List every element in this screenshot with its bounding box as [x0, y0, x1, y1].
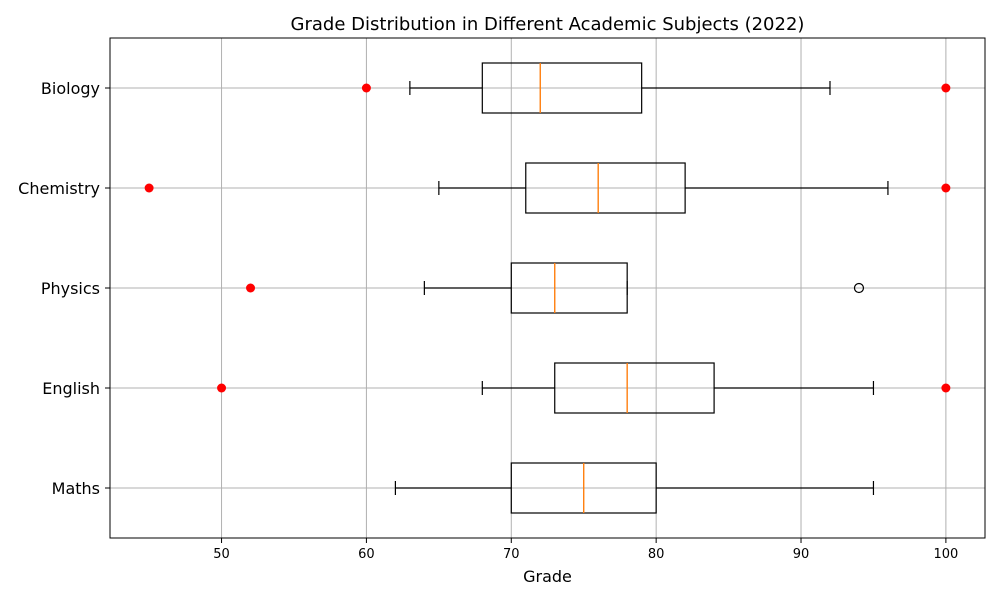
highlighted-point-english — [941, 383, 951, 393]
highlighted-point-physics — [246, 283, 256, 293]
x-tick-layer: 50 60 70 80 90 100 — [213, 538, 958, 562]
box-layer — [394, 62, 889, 514]
box-biology — [481, 62, 643, 114]
y-tick-label-maths: Maths — [52, 479, 100, 498]
highlighted-point-chemistry — [941, 183, 951, 193]
box-physics — [510, 262, 628, 314]
point-layer — [144, 83, 951, 393]
y-tick-label-english: English — [42, 379, 100, 398]
chart-title: Grade Distribution in Different Academic… — [291, 14, 805, 35]
outlier-point-physics — [853, 282, 865, 294]
y-tick-layer: Maths English Physics Chemistry Biology — [18, 79, 110, 498]
x-tick-label: 60 — [358, 547, 375, 562]
highlighted-point-chemistry — [144, 183, 154, 193]
y-tick-label-physics: Physics — [41, 279, 100, 298]
y-tick-label-biology: Biology — [41, 79, 100, 98]
x-tick-label: 100 — [933, 547, 958, 562]
highlighted-point-biology — [361, 83, 371, 93]
box-english — [554, 362, 715, 414]
highlighted-point-english — [217, 383, 227, 393]
y-tick-label-chemistry: Chemistry — [18, 179, 100, 198]
x-tick-label: 90 — [793, 547, 810, 562]
x-tick-label: 50 — [213, 547, 230, 562]
x-tick-label: 70 — [503, 547, 520, 562]
x-tick-label: 80 — [648, 547, 665, 562]
box-chemistry — [525, 162, 686, 214]
x-axis-label: Grade — [523, 567, 572, 586]
highlighted-point-biology — [941, 83, 951, 93]
